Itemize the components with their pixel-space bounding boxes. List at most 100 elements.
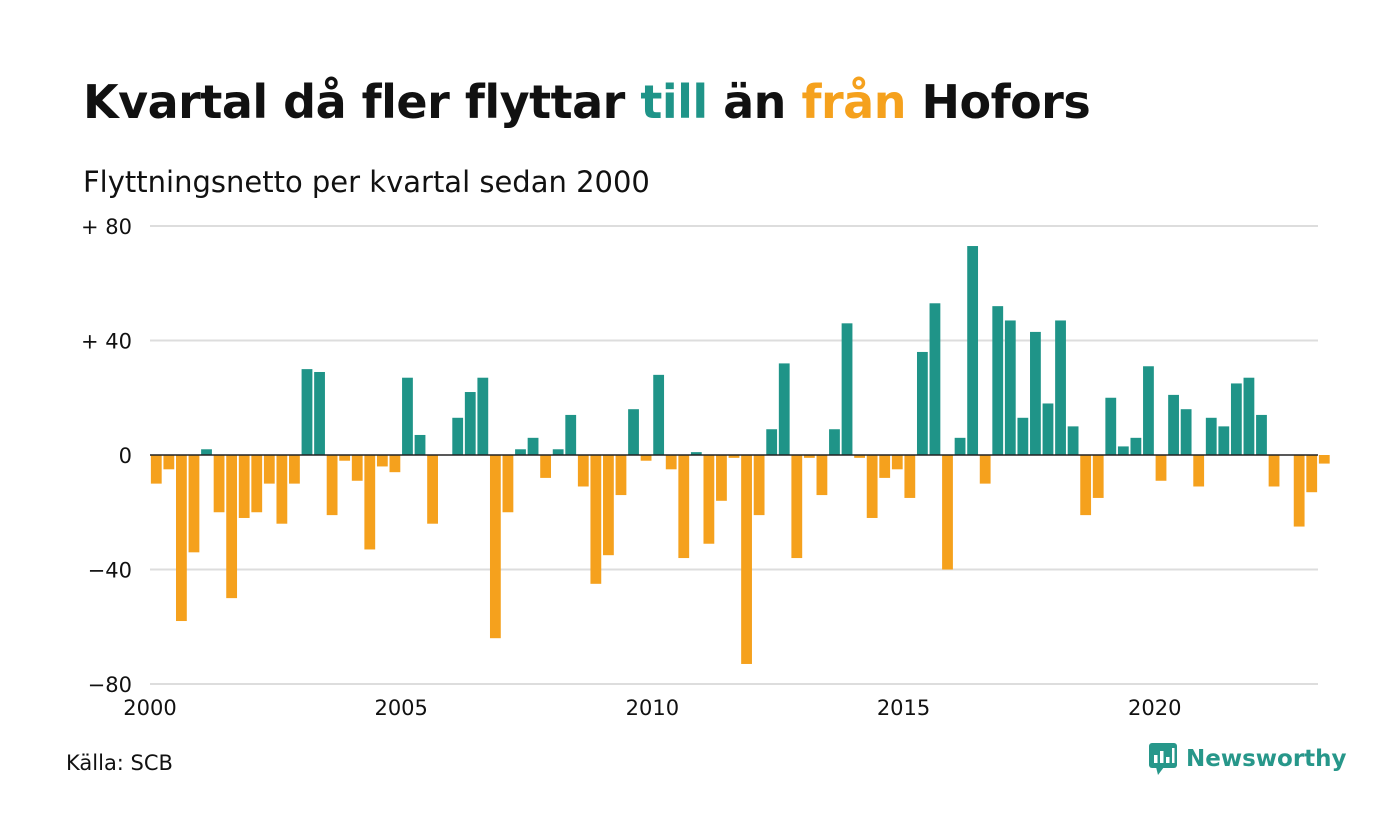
bar-2007-q3 — [527, 437, 539, 455]
bar-2008-q4 — [590, 455, 602, 584]
bar-2003-q2 — [314, 371, 325, 455]
bar-2018-q1 — [1055, 320, 1066, 455]
bar-2012-q2 — [766, 429, 778, 455]
newsworthy-logo: Newsworthy — [1148, 742, 1347, 776]
bar-2023-q2 — [1318, 455, 1330, 464]
bar-2013-q3 — [829, 429, 840, 455]
bar-2005-q2 — [414, 434, 426, 455]
bar-2017-q1 — [1004, 320, 1016, 455]
bar-2022-q2 — [1268, 455, 1280, 487]
bar-2015-q2 — [916, 351, 928, 455]
bar-2017-q4 — [1042, 403, 1054, 455]
bar-2010-q2 — [665, 455, 677, 470]
bar-2014-q4 — [891, 455, 903, 470]
bar-2000-q2 — [163, 455, 175, 470]
bar-2016-q1 — [954, 437, 966, 455]
chart-title: Kvartal då fler flyttar till än från Hof… — [83, 72, 1091, 132]
bar-2016-q2 — [967, 246, 979, 455]
bar-2001-q4 — [238, 455, 250, 518]
bar-2008-q3 — [577, 455, 589, 487]
title-word-to: till — [640, 75, 708, 129]
x-tick-label: 2020 — [1128, 696, 1181, 720]
bar-2015-q1 — [904, 455, 916, 498]
bar-2021-q2 — [1218, 426, 1230, 455]
bar-2009-q2 — [615, 455, 627, 496]
bar-2003-q3 — [326, 455, 338, 516]
bar-2014-q1 — [854, 455, 865, 458]
y-tick-label: + 80 — [81, 215, 132, 239]
bar-2009-q4 — [640, 455, 652, 461]
bar-2010-q3 — [678, 455, 690, 559]
bar-2001-q2 — [213, 455, 225, 513]
x-tick-label: 2000 — [123, 696, 176, 720]
bar-2018-q2 — [1067, 426, 1079, 455]
y-tick-label: −40 — [88, 559, 132, 583]
bar-2000-q3 — [175, 455, 187, 622]
bar-2009-q1 — [603, 455, 614, 556]
bar-2006-q1 — [452, 417, 464, 455]
bar-2021-q3 — [1230, 383, 1242, 455]
bar-2015-q3 — [929, 303, 941, 455]
bar-2006-q4 — [489, 455, 501, 639]
bar-2006-q2 — [464, 392, 476, 455]
bar-2011-q2 — [716, 455, 727, 501]
bar-2023-q1 — [1306, 455, 1318, 493]
bar-2012-q4 — [791, 455, 803, 559]
bar-2010-q4 — [690, 452, 702, 455]
bar-2018-q3 — [1080, 455, 1092, 516]
x-tick-label: 2010 — [626, 696, 679, 720]
bar-2011-q4 — [741, 455, 752, 664]
bar-2004-q2 — [364, 455, 376, 550]
grid-lines — [150, 225, 1318, 685]
bar-2012-q3 — [778, 363, 790, 455]
bar-2005-q1 — [402, 377, 413, 455]
bar-2011-q1 — [703, 455, 715, 544]
bar-2006-q3 — [477, 377, 489, 455]
bar-2019-q3 — [1130, 437, 1142, 455]
y-tick-label: −80 — [88, 673, 132, 697]
bar-2002-q1 — [251, 455, 263, 513]
bar-2016-q4 — [992, 306, 1004, 455]
x-tick-label: 2015 — [877, 696, 930, 720]
bar-2020-q4 — [1193, 455, 1205, 487]
bar-2013-q2 — [816, 455, 828, 496]
bar-2007-q1 — [502, 455, 514, 513]
title-part-3: Hofors — [905, 75, 1091, 129]
bar-2000-q4 — [188, 455, 200, 553]
bar-2002-q2 — [263, 455, 275, 484]
bar-2009-q3 — [628, 409, 639, 455]
bar-2022-q4 — [1293, 455, 1305, 527]
y-tick-label: + 40 — [81, 330, 132, 354]
bar-2020-q2 — [1168, 394, 1179, 455]
bar-2001-q1 — [201, 449, 212, 455]
bar-2014-q3 — [879, 455, 891, 478]
bar-2002-q4 — [289, 455, 300, 484]
title-word-from: från — [801, 75, 906, 129]
bar-2017-q2 — [1017, 417, 1029, 455]
title-part-1: Kvartal då fler flyttar — [83, 75, 641, 129]
bar-2022-q1 — [1256, 414, 1267, 455]
bar-2016-q3 — [979, 455, 991, 484]
bar-2004-q3 — [376, 455, 388, 467]
bar-2019-q1 — [1105, 397, 1117, 455]
bar-2021-q1 — [1205, 417, 1217, 455]
bar-2007-q2 — [515, 449, 526, 455]
bar-2018-q4 — [1092, 455, 1104, 498]
bar-2011-q3 — [728, 455, 740, 458]
bar-2001-q3 — [226, 455, 238, 599]
bar-chart-speech-bubble-icon — [1149, 743, 1177, 775]
y-tick-label: 0 — [119, 444, 132, 468]
bar-2020-q1 — [1155, 455, 1167, 481]
chart-subtitle: Flyttningsnetto per kvartal sedan 2000 — [83, 165, 650, 199]
bar-2008-q2 — [565, 414, 577, 455]
bar-2020-q3 — [1180, 409, 1192, 455]
bar-2005-q3 — [427, 455, 438, 524]
bar-2012-q1 — [753, 455, 765, 516]
x-tick-label: 2005 — [374, 696, 427, 720]
logo-text: Newsworthy — [1186, 746, 1347, 772]
bar-2010-q1 — [653, 374, 665, 455]
bar-2008-q1 — [552, 449, 564, 455]
bar-2021-q4 — [1243, 377, 1255, 455]
